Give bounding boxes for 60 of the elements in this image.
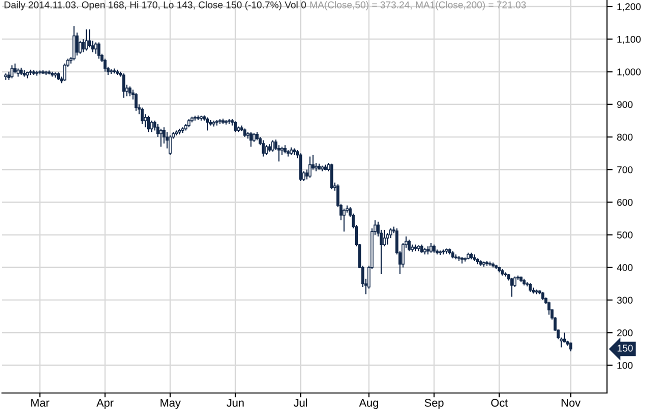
candlestick	[386, 232, 390, 246]
text: 150	[618, 344, 633, 352]
candlestick	[162, 126, 166, 144]
y-tick-label: 700	[617, 166, 633, 174]
candlestick	[562, 332, 566, 344]
candlestick	[249, 132, 252, 148]
y-tick-label: 200	[617, 329, 633, 336]
chart-title: Daily 2014.11.03. Open 168, Hi 170, Lo 143, Close 150 (-10.7%) Vol 0	[4, 1, 306, 10]
x-tick-label: Mar	[31, 398, 50, 407]
y-tick-label: 900	[617, 101, 633, 108]
candlestick	[94, 42, 98, 54]
candlestick	[206, 116, 209, 132]
y-tick-label: 300	[617, 296, 633, 304]
candlestick	[14, 63, 17, 74]
x-tick-label: Oct	[491, 398, 508, 407]
candlestick	[147, 115, 150, 133]
y-tick-label: 600	[617, 198, 633, 206]
candlestick	[429, 242, 432, 254]
candlestick	[168, 134, 172, 156]
candlestick	[510, 277, 514, 298]
candlestick	[82, 38, 85, 53]
candlestick	[76, 32, 79, 56]
candlestick	[234, 120, 237, 133]
y-tick-label: 100	[617, 362, 633, 369]
candlestick	[408, 239, 411, 252]
candlestick	[150, 120, 154, 133]
x-tick-label: Jun	[226, 398, 244, 407]
x-tick-label: Nov	[562, 398, 581, 407]
y-tick-label: 1,200	[617, 3, 641, 12]
x-tick-label: Jul	[294, 398, 307, 407]
y-tick-label: 800	[617, 134, 633, 141]
candlestick	[104, 58, 107, 72]
candlestick	[110, 68, 113, 75]
candlestick	[342, 208, 346, 232]
candlestick	[140, 107, 144, 124]
candlestick	[88, 28, 92, 48]
x-tick-label: May	[160, 398, 181, 409]
candlestick	[308, 156, 312, 178]
x-tick-label: Sep	[424, 398, 444, 409]
candlestick	[97, 42, 100, 60]
candlestick	[128, 86, 132, 97]
y-tick-label: 1,100	[617, 36, 641, 44]
x-tick-label: Apr	[96, 398, 114, 409]
x-tick-label: Aug	[359, 398, 378, 409]
candlestick	[72, 26, 76, 61]
candlestick	[134, 92, 138, 112]
candlestick	[271, 140, 274, 152]
candlestick	[264, 144, 268, 156]
y-tick-label: 500	[617, 232, 633, 238]
candlestick	[84, 28, 88, 52]
y-tick-label: 1,000	[617, 68, 641, 77]
candlestick	[262, 140, 265, 158]
candlestick	[547, 301, 550, 316]
candlestick	[10, 64, 14, 79]
candlestick	[382, 229, 386, 247]
chart-subtitle: MA(Close,50) = 373.24, MA1(Close,200) = 721.03	[310, 1, 526, 10]
y-tick-label: 400	[616, 264, 633, 272]
candlestick	[159, 128, 162, 148]
candlestick	[122, 72, 126, 98]
candlestick	[330, 163, 334, 190]
